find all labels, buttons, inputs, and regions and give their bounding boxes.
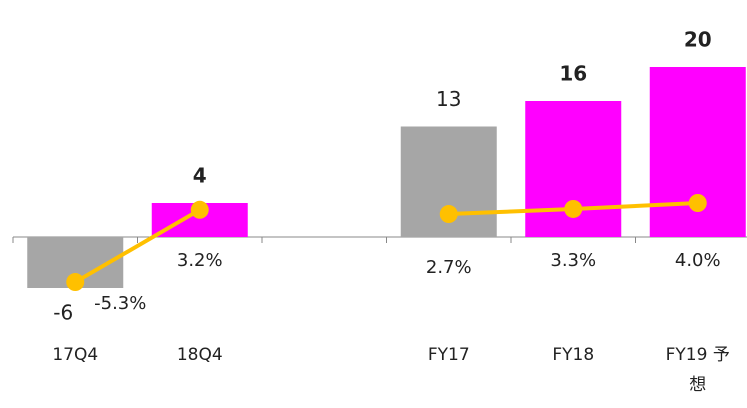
line [74,208,201,284]
x-tick-label: 17Q4 [52,345,99,365]
value-label: 4 [193,164,207,188]
value-label: 3.2% [177,250,223,271]
value-label: -5.3% [94,293,146,314]
value-label: 3.3% [550,250,596,271]
line-point [439,205,458,224]
value-label: 2.7% [426,257,472,278]
x-tick-label: FY17 [427,345,470,365]
x-tick-label: FY18 [552,345,595,365]
line-point [66,273,85,292]
x-tick-label: 18Q4 [176,345,223,365]
value-label: 20 [684,28,712,52]
line-point [190,200,209,219]
value-label: 4.0% [675,250,721,271]
value-label: 13 [436,87,461,111]
value-label: -6 [53,301,73,325]
x-tick-label: FY19 予想 [665,345,730,395]
line-point [564,199,583,218]
value-label: 16 [559,62,587,86]
line-point [688,194,707,212]
